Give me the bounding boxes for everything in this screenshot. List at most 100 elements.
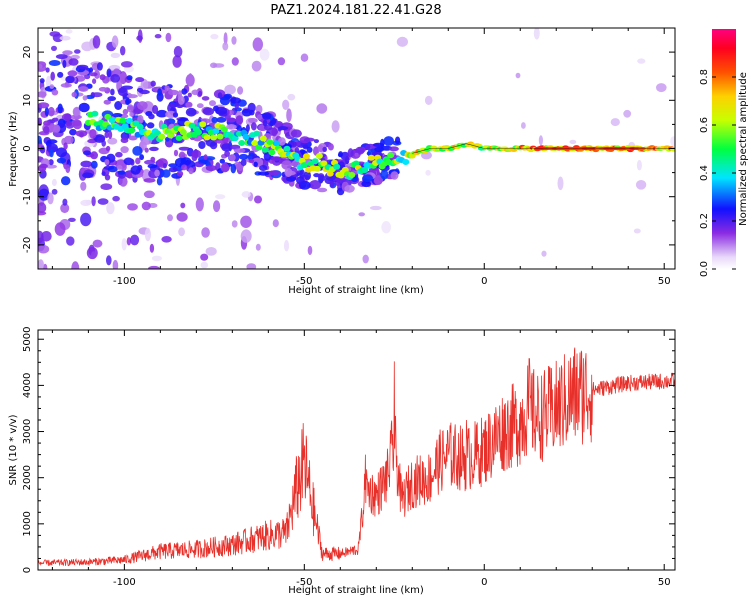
heatmap-cell bbox=[191, 149, 202, 158]
heatmap-cell bbox=[296, 176, 305, 185]
heatmap-cell bbox=[271, 156, 282, 161]
heatmap-cell bbox=[195, 197, 204, 212]
heatmap-cell bbox=[63, 142, 68, 150]
spectrogram-y-ticks: -20 -10 0 10 20 bbox=[22, 27, 675, 270]
heatmap-cell bbox=[66, 236, 75, 246]
heatmap-cell bbox=[45, 67, 50, 73]
heatmap-ridge-cell bbox=[315, 152, 323, 159]
heatmap-cell bbox=[50, 71, 55, 81]
heatmap-ridge-cell bbox=[195, 129, 202, 136]
heatmap-ridge-cell bbox=[283, 145, 291, 152]
snr-x-ticks: -100 -50 0 50 bbox=[51, 330, 671, 588]
heatmap-cell bbox=[72, 107, 80, 117]
heatmap-cell bbox=[161, 236, 172, 243]
heatmap-cell bbox=[60, 83, 72, 88]
heatmap-cell bbox=[223, 93, 232, 99]
heatmap-cell bbox=[254, 195, 262, 204]
heatmap-cell bbox=[60, 203, 70, 214]
heatmap-cell bbox=[241, 191, 251, 198]
heatmap-cell bbox=[43, 126, 50, 134]
heatmap-ridge-cell bbox=[300, 162, 308, 169]
heatmap-cell bbox=[168, 163, 178, 168]
heatmap-cell bbox=[126, 237, 132, 246]
heatmap-cell bbox=[72, 120, 82, 130]
heatmap-cell bbox=[90, 160, 98, 169]
heatmap-cell bbox=[284, 239, 289, 252]
heatmap-cell bbox=[97, 136, 105, 142]
colorbar-tick-label: 0.2 bbox=[699, 213, 710, 229]
heatmap-cell bbox=[97, 198, 109, 205]
heatmap-ridge-cell bbox=[670, 147, 675, 152]
x-tick-label: -100 bbox=[113, 276, 136, 287]
y-tick-label: 2000 bbox=[22, 465, 33, 490]
heatmap-cell bbox=[44, 106, 49, 117]
figure-title: PAZ1.2024.181.22.41.G28 bbox=[270, 3, 441, 18]
snr-y-ticks: 0 1000 2000 3000 4000 5000 bbox=[22, 327, 675, 573]
heatmap-cell bbox=[65, 75, 75, 84]
heatmap-cell bbox=[103, 99, 112, 105]
heatmap-cell bbox=[38, 135, 42, 146]
heatmap-cell bbox=[229, 97, 242, 104]
heatmap-ridge-cell bbox=[158, 133, 166, 140]
heatmap-cell bbox=[213, 200, 221, 213]
heatmap-ridge-cell bbox=[91, 110, 99, 117]
heatmap-cell bbox=[162, 169, 171, 178]
heatmap-cell bbox=[557, 176, 564, 191]
heatmap-cell bbox=[120, 146, 129, 154]
heatmap-cell bbox=[80, 199, 92, 206]
heatmap-cell bbox=[59, 35, 71, 41]
heatmap-cell bbox=[245, 124, 250, 132]
heatmap-cell bbox=[38, 91, 47, 98]
heatmap-cell bbox=[38, 230, 44, 244]
heatmap-cell bbox=[205, 165, 217, 172]
heatmap-cell bbox=[272, 219, 279, 228]
heatmap-cell bbox=[187, 73, 193, 87]
heatmap-cell bbox=[168, 166, 178, 173]
heatmap-cell bbox=[249, 109, 255, 116]
colorbar-label: Normalized spectral amplitude bbox=[738, 72, 749, 226]
heatmap-cell bbox=[224, 84, 236, 95]
heatmap-ridge-cell bbox=[259, 135, 267, 142]
heatmap-cell bbox=[636, 159, 642, 171]
heatmap-cell bbox=[117, 87, 128, 96]
heatmap-cell bbox=[156, 109, 168, 118]
heatmap-cell bbox=[92, 35, 101, 49]
heatmap-cell bbox=[200, 253, 209, 261]
heatmap-cell bbox=[347, 148, 354, 158]
heatmap-cell bbox=[92, 78, 97, 84]
x-tick-label: 50 bbox=[658, 276, 671, 287]
heatmap-ridge-cell bbox=[242, 133, 250, 140]
heatmap-cell bbox=[117, 170, 126, 175]
heatmap-cell bbox=[278, 137, 286, 146]
heatmap-cell bbox=[268, 170, 280, 176]
heatmap-cell bbox=[112, 113, 123, 118]
y-tick-label: -10 bbox=[22, 189, 33, 205]
heatmap-cell bbox=[200, 261, 209, 269]
heatmap-cell bbox=[104, 174, 111, 181]
heatmap-ridge-cell bbox=[266, 139, 274, 145]
heatmap-cell bbox=[281, 160, 292, 170]
heatmap-cell bbox=[89, 72, 98, 77]
snr-y-label: SNR (10 * v/v) bbox=[8, 414, 19, 485]
heatmap-cell bbox=[68, 58, 79, 66]
heatmap-cell bbox=[235, 115, 244, 125]
heatmap-cell bbox=[213, 105, 219, 112]
heatmap-cell bbox=[110, 88, 115, 96]
heatmap-cell bbox=[181, 164, 188, 171]
y-tick-label: 0 bbox=[22, 145, 33, 151]
heatmap-cell bbox=[388, 146, 399, 152]
heatmap-cell bbox=[331, 120, 340, 133]
heatmap-cell bbox=[38, 64, 43, 69]
heatmap-cell bbox=[110, 74, 120, 83]
heatmap-cell bbox=[358, 212, 366, 217]
heatmap-ridge-cell bbox=[313, 165, 321, 172]
heatmap-cell bbox=[62, 59, 67, 69]
heatmap-cell bbox=[210, 62, 218, 69]
heatmap-cell bbox=[380, 138, 385, 148]
heatmap-cell bbox=[262, 112, 272, 120]
heatmap-cell bbox=[38, 202, 47, 214]
heatmap-cell bbox=[85, 94, 95, 100]
heatmap-cell bbox=[300, 53, 309, 62]
heatmap-ridge-cell bbox=[402, 159, 410, 165]
